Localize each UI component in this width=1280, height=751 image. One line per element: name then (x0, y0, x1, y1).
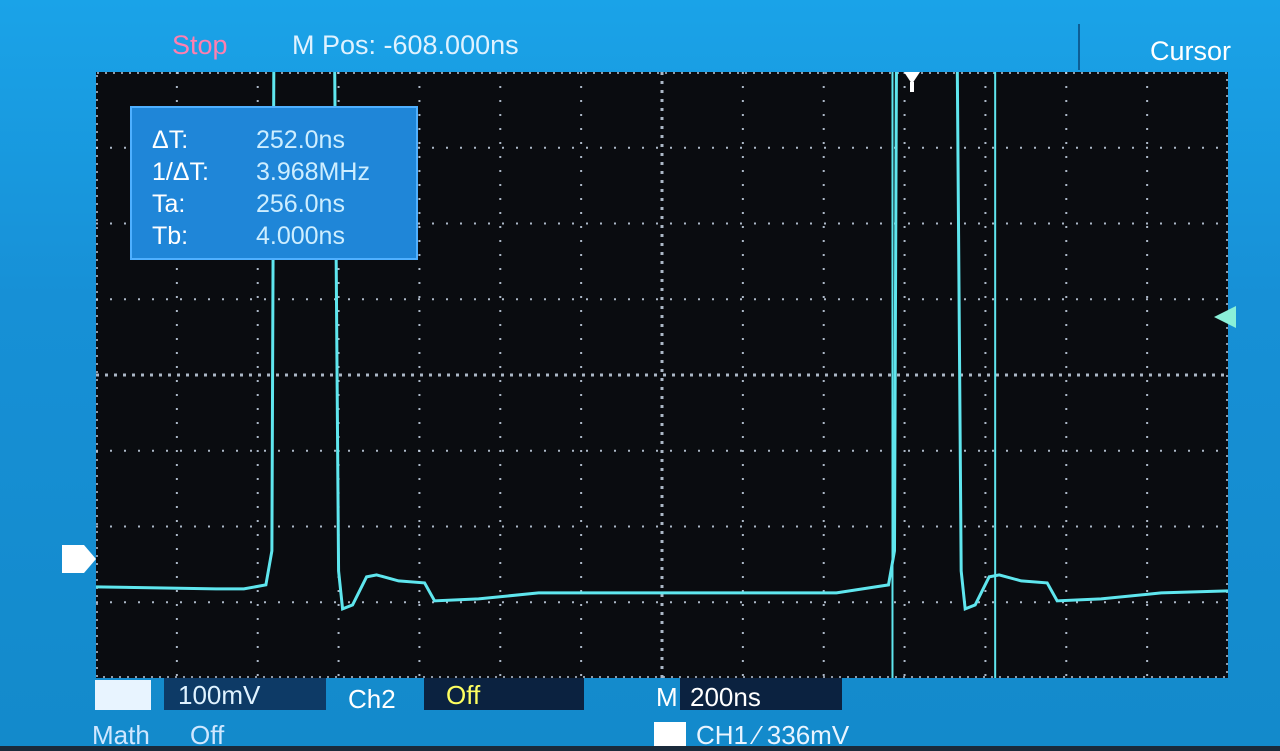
timebase-box (680, 678, 842, 710)
trigger-swatch (654, 722, 686, 746)
ch2-state[interactable]: Off (446, 680, 481, 710)
ch1-volts-per-div[interactable]: 100mV (178, 680, 261, 710)
cursor-measurement-panel: ΔT: 252.0ns 1/ΔT: 3.968MHz Ta: 256.0ns T… (130, 106, 418, 260)
waveform-grid-svg (96, 72, 1228, 678)
ch1-volts-box (164, 678, 326, 710)
ch2-label[interactable]: Ch2 (348, 684, 396, 714)
ch1-waveform-trace (96, 72, 1228, 612)
ch2-state-box (424, 678, 584, 710)
menu-title-cursor[interactable]: Cursor (1150, 36, 1232, 66)
measure-label: 1/ΔT: (152, 158, 209, 186)
trigger-readout[interactable]: CH1 ⁄ 336mV (696, 720, 850, 750)
horizontal-position-readout: M Pos: -608.000ns (292, 30, 519, 60)
top-status-bar: Stop M Pos: -608.000ns Cursor (40, 24, 1280, 70)
ch1-swatch[interactable] (95, 680, 151, 710)
grid-frame (96, 72, 1228, 678)
math-state: Off (190, 720, 225, 750)
timebase-value[interactable]: 200ns (690, 682, 761, 712)
measure-label: Tb: (152, 222, 189, 250)
timebase-prefix: M (656, 682, 678, 712)
measure-label: ΔT: (152, 126, 189, 154)
measure-value: 256.0ns (256, 190, 345, 218)
measure-value: 3.968MHz (256, 158, 370, 186)
measure-label: Ta: (152, 190, 186, 218)
arrow-left-marker-icon[interactable] (1210, 304, 1236, 330)
measure-value: 252.0ns (256, 126, 345, 154)
measure-value: 4.000ns (256, 222, 345, 250)
math-label[interactable]: Math (92, 720, 150, 750)
cursor-down-marker-icon[interactable] (902, 70, 922, 92)
arrow-right-marker-icon[interactable] (62, 545, 96, 573)
top-divider (1078, 24, 1080, 70)
bottom-status-bar: 100mV Ch2 Off M 200ns Math Off CH1 ⁄ 336… (0, 676, 1280, 750)
run-state-indicator[interactable]: Stop (172, 30, 228, 60)
